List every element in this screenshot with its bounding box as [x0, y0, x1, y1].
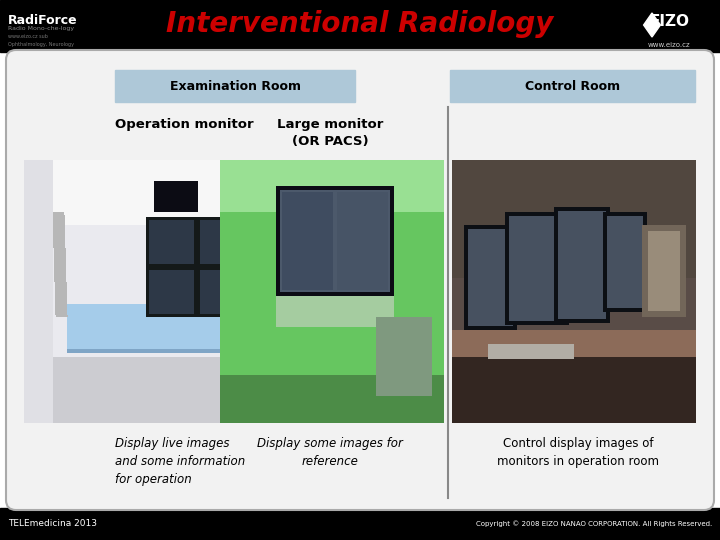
Text: Copyright © 2008 EIZO NANAO CORPORATION. All Rights Reserved.: Copyright © 2008 EIZO NANAO CORPORATION.… — [476, 521, 712, 528]
Text: EIZO: EIZO — [650, 14, 690, 29]
Bar — [0, 0, 720, 52]
FancyBboxPatch shape — [6, 50, 714, 510]
Text: RadiForce: RadiForce — [8, 14, 78, 27]
Text: www.eizo.cz: www.eizo.cz — [647, 42, 690, 48]
Bar — [115, 70, 355, 102]
Text: Operation monitor: Operation monitor — [115, 118, 253, 131]
Text: Control Room: Control Room — [525, 79, 620, 92]
Text: Examination Room: Examination Room — [169, 79, 300, 92]
Text: TELEmedicina 2013: TELEmedicina 2013 — [8, 519, 97, 529]
Text: Control display images of
monitors in operation room: Control display images of monitors in op… — [497, 437, 659, 468]
Text: www.eizo.cz sub: www.eizo.cz sub — [8, 34, 48, 39]
Bar — [450, 70, 695, 102]
Text: Display live images
and some information
for operation: Display live images and some information… — [115, 437, 246, 486]
Text: Large monitor
(OR PACS): Large monitor (OR PACS) — [276, 118, 383, 148]
Bar — [0, 508, 720, 540]
Text: Radio Mono-che-logy: Radio Mono-che-logy — [8, 26, 74, 31]
Polygon shape — [644, 13, 660, 37]
Text: Interventional Radiology: Interventional Radiology — [166, 10, 554, 38]
Text: Display some images for
reference: Display some images for reference — [257, 437, 403, 468]
Text: Ophthalmology, Neurology: Ophthalmology, Neurology — [8, 42, 74, 47]
